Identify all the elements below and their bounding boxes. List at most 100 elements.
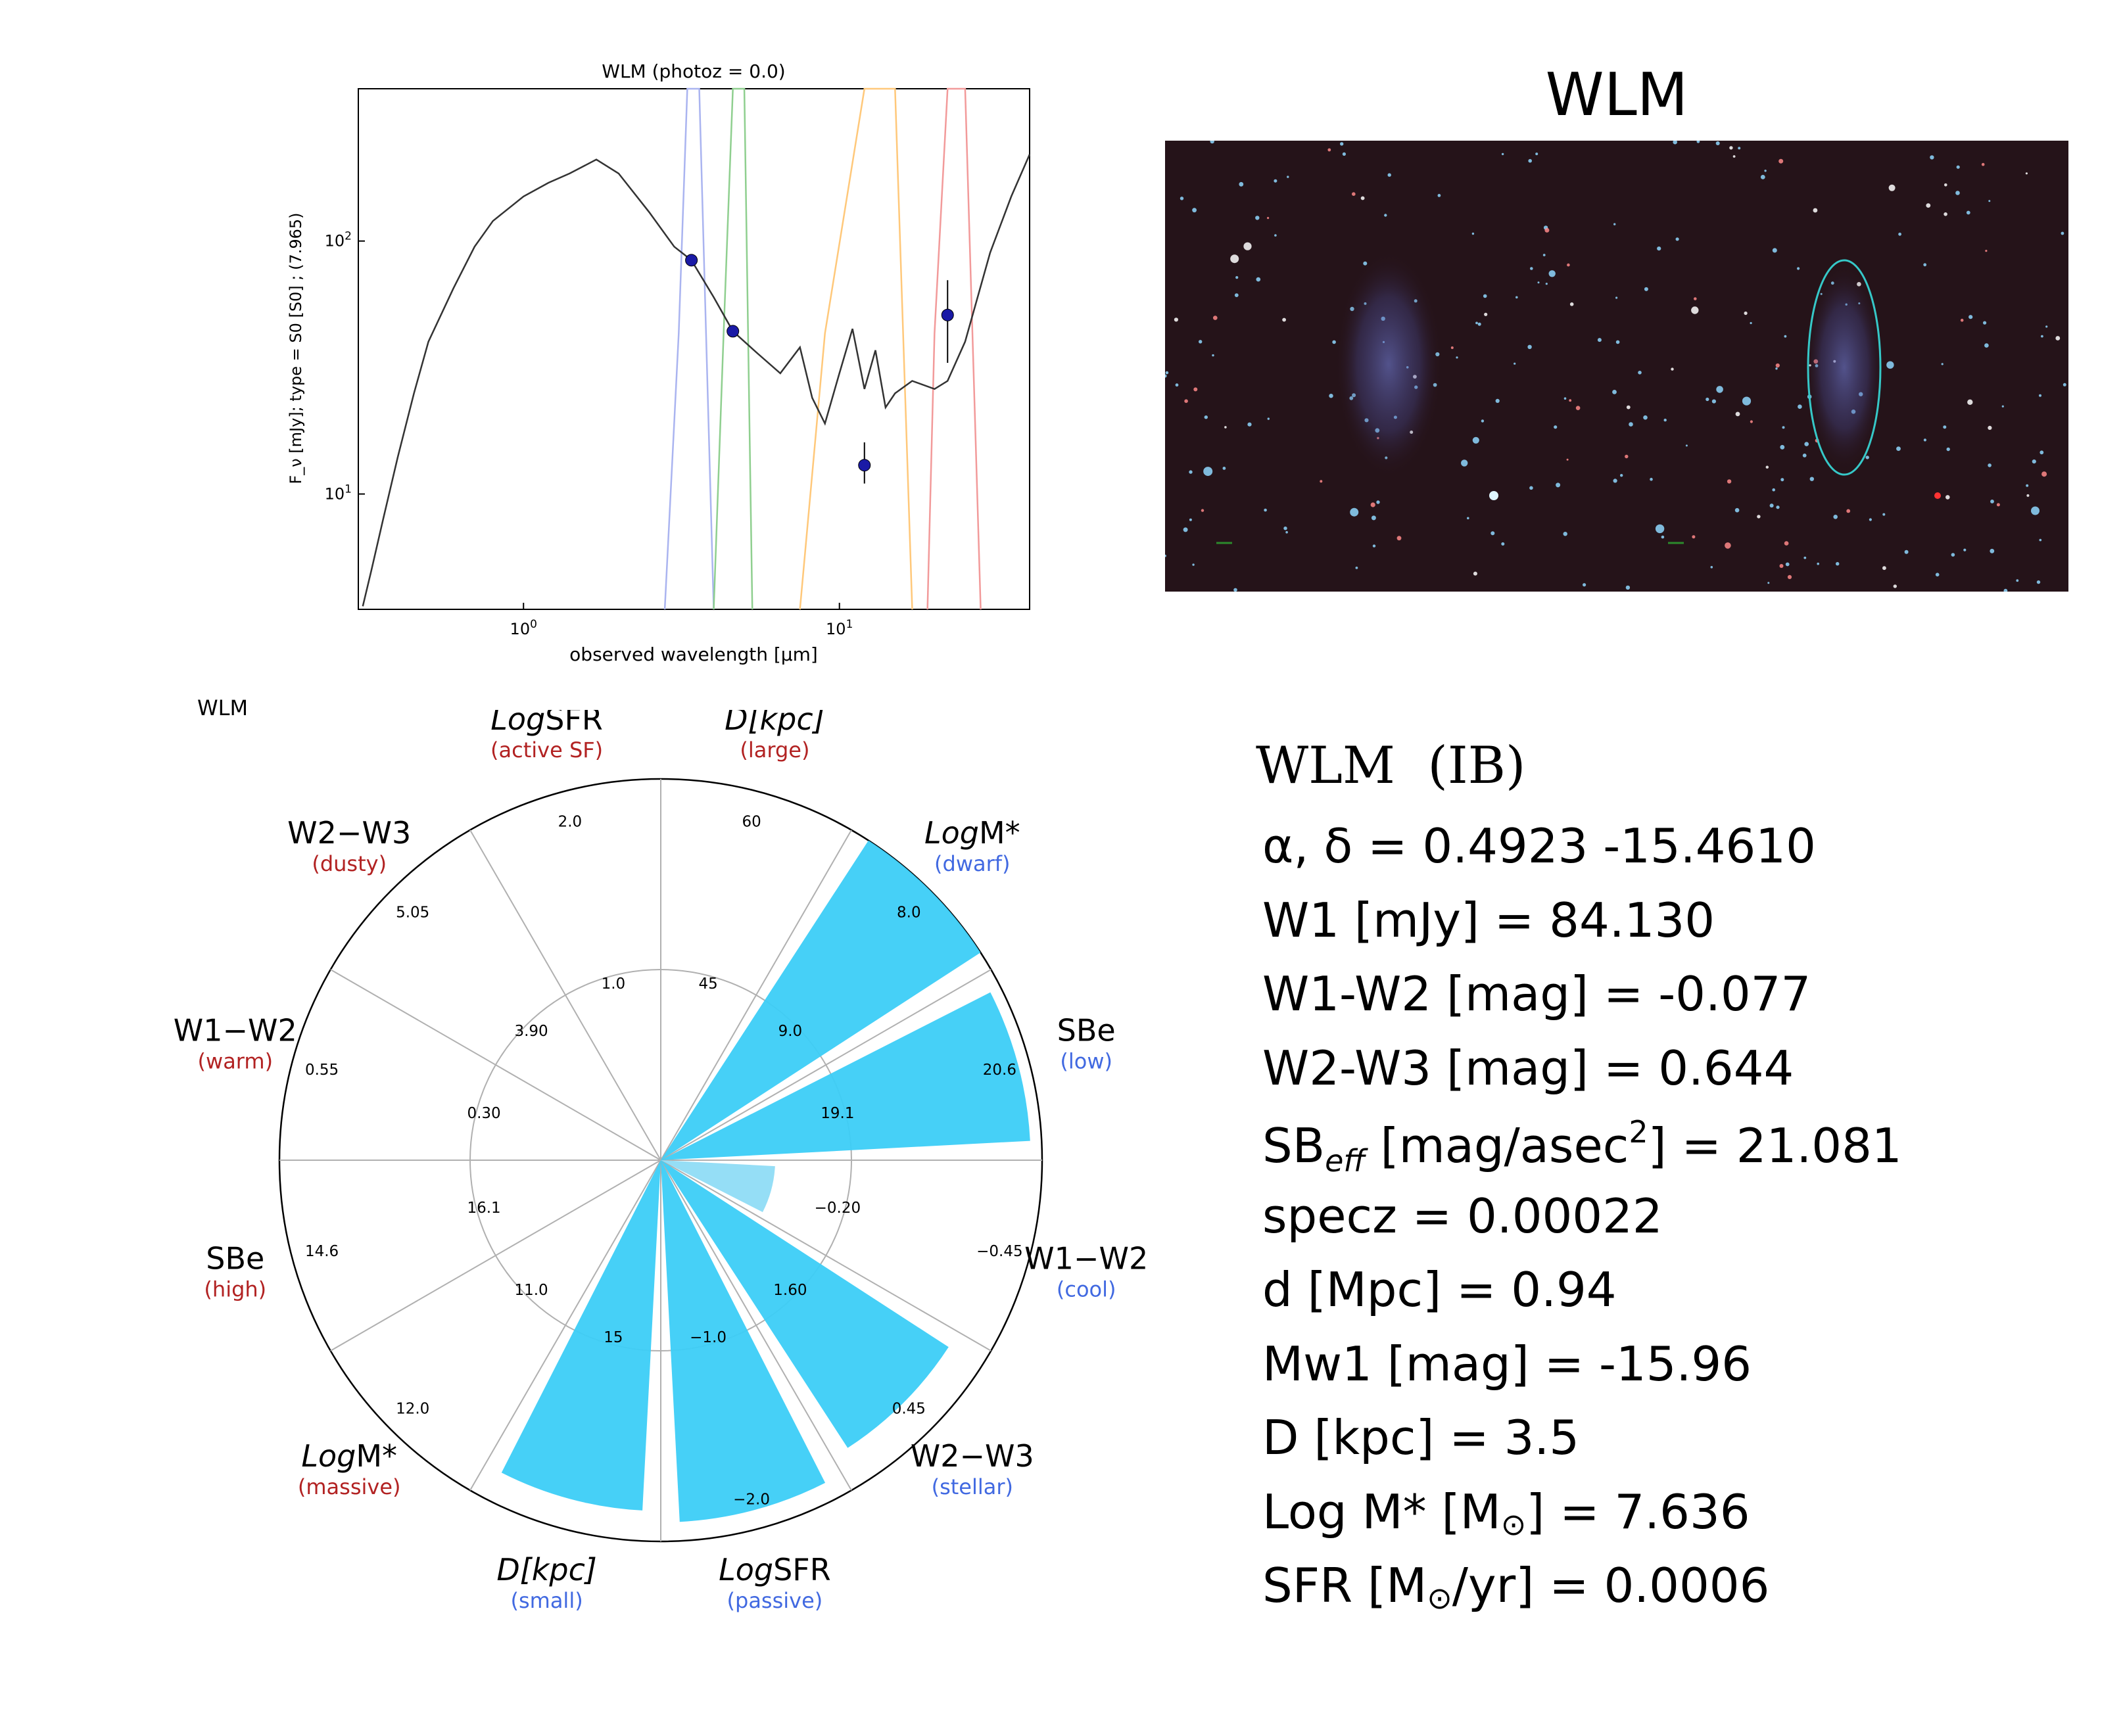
star [1165, 371, 1169, 375]
image-title: WLM [1545, 60, 1688, 129]
star [1638, 371, 1642, 375]
radar-axis-sublabel: (active SF) [490, 738, 603, 762]
star [1255, 216, 1260, 220]
star [1650, 477, 1653, 481]
star [1203, 467, 1213, 477]
info-line: specz = 0.00022 [1262, 1188, 1663, 1244]
radar-tick-label: 0.55 [305, 1062, 339, 1079]
star [1287, 176, 1289, 178]
sky-image [1165, 141, 2068, 592]
star [1484, 312, 1488, 316]
aperture-ellipse [1807, 259, 1882, 476]
info-line: d [Mpc] = 0.94 [1262, 1262, 1617, 1317]
star [1527, 344, 1532, 349]
radar-axis-label: SBe [206, 1240, 264, 1276]
star [1990, 548, 1995, 553]
radar-grid-spoke [330, 1160, 661, 1351]
star [1165, 374, 1167, 378]
radar-axis-sublabel: (large) [740, 738, 809, 762]
star [1575, 406, 1581, 410]
star [2041, 335, 2043, 338]
radar-tick-label: 3.90 [514, 1023, 548, 1040]
radar-label: WLM [197, 695, 249, 720]
star [1775, 363, 1780, 368]
radar-grid-spoke [660, 969, 991, 1161]
star [1710, 566, 1713, 569]
star [1189, 518, 1192, 521]
star [1735, 411, 1740, 417]
star [1569, 399, 1572, 402]
star [1192, 208, 1197, 213]
sed-y-tick-label: 101 [325, 483, 352, 504]
star [1778, 158, 1784, 164]
star [1583, 583, 1586, 587]
star [2063, 383, 2066, 387]
radar-axis-label: SBe [1057, 1013, 1116, 1048]
sed-data-point [727, 325, 740, 338]
star [1213, 316, 1218, 320]
radar-bar [661, 1160, 826, 1522]
star [1685, 444, 1688, 447]
star [2001, 405, 2004, 408]
radar-grid-spoke [660, 1160, 852, 1491]
star [1267, 217, 1270, 220]
star [1898, 232, 1901, 236]
star [1984, 343, 1989, 348]
star [1274, 179, 1277, 183]
star [1256, 277, 1261, 282]
radar-tick-label: 1.60 [773, 1282, 807, 1299]
star [1267, 417, 1270, 420]
radar-tick-label: 5.05 [396, 904, 429, 922]
star [1804, 442, 1809, 446]
star [1934, 492, 1941, 499]
star [1477, 322, 1481, 326]
star [1320, 480, 1323, 483]
radar-grid-spoke [469, 1160, 661, 1491]
radar-bar [661, 1160, 775, 1212]
star [1483, 294, 1487, 298]
star [1692, 535, 1696, 539]
star [1750, 420, 1753, 423]
star [1625, 585, 1631, 590]
star [2003, 588, 2008, 592]
star [1673, 141, 1677, 145]
star [1184, 399, 1188, 403]
star [1387, 173, 1391, 177]
star [1515, 296, 1518, 299]
radar-bar [661, 1160, 949, 1448]
star [1396, 536, 1402, 541]
star [1784, 335, 1787, 338]
star [1563, 397, 1567, 400]
star [1537, 281, 1540, 284]
star [1514, 362, 1516, 365]
radar-tick-label: −2.0 [733, 1491, 770, 1508]
star [1886, 361, 1894, 369]
radar-tick-label: 0.45 [892, 1400, 926, 1417]
star [1757, 515, 1761, 519]
info-line: W1-W2 [mag] = -0.077 [1262, 966, 1811, 1021]
star [1199, 340, 1203, 344]
star [1744, 311, 1748, 316]
star [1846, 509, 1851, 513]
star [1544, 227, 1550, 233]
star [2045, 325, 2048, 328]
star [1785, 562, 1790, 567]
star [1461, 459, 1468, 467]
star [1567, 263, 1570, 267]
radar-axis-sublabel: (small) [510, 1588, 583, 1613]
filter-curve-w1 [663, 87, 715, 610]
star [2041, 471, 2047, 477]
radar-axis-sublabel: (dusty) [312, 851, 387, 876]
star [1944, 212, 1947, 216]
radar-tick-label: −0.20 [815, 1200, 861, 1217]
star [1944, 183, 1947, 187]
star [1742, 396, 1752, 406]
star [1782, 426, 1785, 429]
star [1192, 563, 1195, 566]
star [1437, 194, 1441, 197]
star [2061, 231, 2064, 235]
star [2016, 579, 2019, 582]
star [1352, 192, 1356, 196]
radar-tick-label: 0.30 [467, 1105, 500, 1122]
star [1563, 532, 1567, 536]
